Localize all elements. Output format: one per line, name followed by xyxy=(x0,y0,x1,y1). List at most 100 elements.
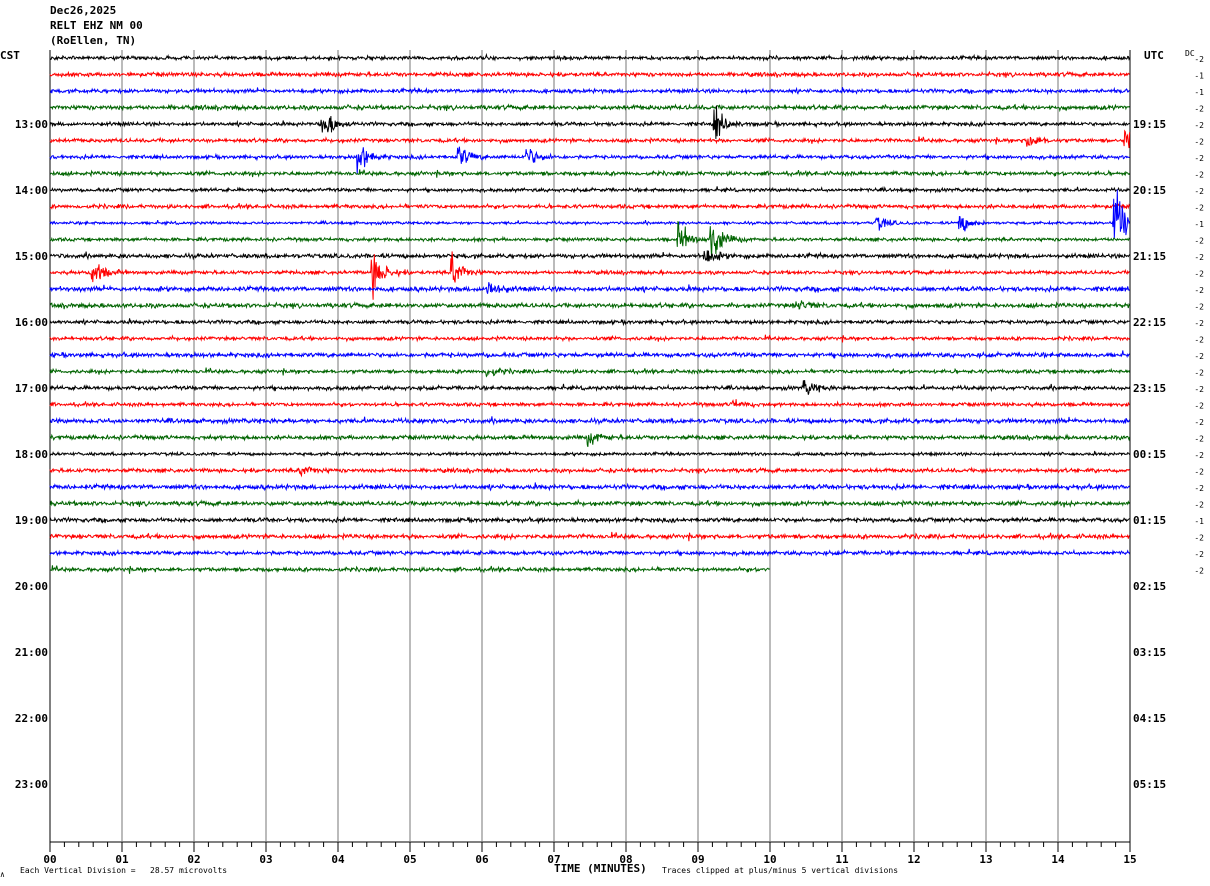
seismic-trace xyxy=(49,251,1130,300)
seismic-trace xyxy=(49,70,1130,79)
x-tick-label: 09 xyxy=(691,853,704,866)
seismic-trace xyxy=(49,350,1130,360)
cst-hour-label: 22:00 xyxy=(15,712,48,725)
utc-hour-label: 21:15 xyxy=(1133,250,1166,263)
dc-offset-label: -2 xyxy=(1194,550,1204,559)
seismic-trace xyxy=(49,105,1130,140)
seismic-trace xyxy=(49,433,1131,448)
seismic-trace xyxy=(49,380,1131,395)
seismic-trace xyxy=(49,548,1131,558)
dc-offset-label: -2 xyxy=(1194,319,1204,328)
x-tick-label: 07 xyxy=(547,853,560,866)
cst-hour-label: 16:00 xyxy=(15,316,48,329)
dc-offset-label: -2 xyxy=(1194,352,1204,361)
dc-offset-header: DC xyxy=(1185,49,1195,58)
x-tick-label: 06 xyxy=(475,853,489,866)
seismic-trace xyxy=(49,399,1130,409)
cst-hour-label: 23:00 xyxy=(15,778,48,791)
x-axis-title: TIME (MINUTES) xyxy=(554,862,647,875)
seismic-trace xyxy=(49,189,1131,239)
dc-offset-label: -2 xyxy=(1194,534,1204,543)
seismic-trace xyxy=(49,531,1130,542)
seismic-trace xyxy=(49,466,1130,478)
dc-offset-label: -2 xyxy=(1194,55,1204,64)
dc-offset-label: -1 xyxy=(1194,88,1204,97)
seismic-trace xyxy=(49,498,1131,509)
x-tick-label: 04 xyxy=(331,853,345,866)
dc-offset-label: -2 xyxy=(1194,468,1204,477)
utc-hour-label: 23:15 xyxy=(1133,382,1166,395)
x-tick-label: 08 xyxy=(619,853,632,866)
date-label: Dec26,2025 xyxy=(50,4,117,17)
dc-offset-label: -2 xyxy=(1194,286,1204,295)
dc-offset-label: -2 xyxy=(1194,121,1204,130)
seismic-trace xyxy=(49,416,1131,426)
utc-hour-label: 04:15 xyxy=(1133,712,1166,725)
x-tick-label: 13 xyxy=(979,853,992,866)
seismic-trace xyxy=(49,300,1131,311)
dc-offset-label: -1 xyxy=(1194,517,1204,526)
dc-offset-label: -1 xyxy=(1194,220,1204,229)
x-tick-label: 10 xyxy=(763,853,776,866)
clip-note: Traces clipped at plus/minus 5 vertical … xyxy=(662,866,899,875)
dc-offset-label: -2 xyxy=(1194,204,1204,213)
utc-hour-label: 20:15 xyxy=(1133,184,1166,197)
seismic-trace xyxy=(49,282,1130,294)
seismic-trace xyxy=(49,146,1130,175)
dc-offset-label: -2 xyxy=(1194,402,1204,411)
cst-hour-label: 18:00 xyxy=(15,448,48,461)
utc-hour-label: 01:15 xyxy=(1133,514,1166,527)
dc-offset-label: -2 xyxy=(1194,187,1204,196)
x-tick-label: 03 xyxy=(259,853,272,866)
dc-offset-label: -2 xyxy=(1194,138,1204,147)
dc-offset-label: -2 xyxy=(1194,336,1204,345)
seismic-trace xyxy=(49,367,1131,378)
dc-offset-label: -2 xyxy=(1194,154,1204,163)
seismic-trace xyxy=(49,103,1130,113)
seismic-trace xyxy=(49,450,1131,458)
dc-offset-label: -2 xyxy=(1194,418,1204,427)
x-tick-label: 00 xyxy=(43,853,56,866)
right-timezone-label: UTC xyxy=(1144,49,1164,62)
seismic-trace xyxy=(49,169,1131,178)
dc-offset-label: -2 xyxy=(1194,484,1204,493)
dc-offset-label: -2 xyxy=(1194,303,1204,312)
seismic-trace xyxy=(49,202,1131,211)
left-timezone-label: CST xyxy=(0,49,20,62)
cst-hour-label: 13:00 xyxy=(15,118,48,131)
dc-offset-label: -2 xyxy=(1194,270,1204,279)
utc-hour-label: 05:15 xyxy=(1133,778,1166,791)
dc-offset-label: -2 xyxy=(1194,501,1204,510)
dc-offset-label: -2 xyxy=(1194,385,1204,394)
x-tick-label: 01 xyxy=(115,853,129,866)
cst-hour-label: 15:00 xyxy=(15,250,48,263)
seismic-trace xyxy=(49,482,1131,492)
seismic-trace xyxy=(49,52,1131,62)
dc-offset-label: -2 xyxy=(1194,567,1204,576)
utc-hour-label: 00:15 xyxy=(1133,448,1166,461)
x-tick-label: 05 xyxy=(403,853,416,866)
location-label: (RoEllen, TN) xyxy=(50,34,137,47)
dc-offset-label: -2 xyxy=(1194,451,1204,460)
corner-mark: ∧ xyxy=(0,870,5,879)
utc-hour-label: 19:15 xyxy=(1133,118,1166,131)
x-tick-label: 14 xyxy=(1051,853,1065,866)
x-tick-label: 12 xyxy=(907,853,920,866)
seismic-trace xyxy=(49,86,1130,96)
dc-offset-label: -2 xyxy=(1194,369,1204,378)
seismic-trace xyxy=(49,221,1131,259)
seismic-trace xyxy=(49,185,1130,194)
utc-hour-label: 22:15 xyxy=(1133,316,1166,329)
dc-offset-label: -2 xyxy=(1194,105,1204,114)
x-tick-label: 15 xyxy=(1123,853,1136,866)
utc-hour-label: 02:15 xyxy=(1133,580,1166,593)
dc-offset-label: -2 xyxy=(1194,171,1204,180)
seismic-trace xyxy=(49,334,1131,343)
cst-hour-label: 20:00 xyxy=(15,580,48,593)
seismic-trace xyxy=(49,565,771,574)
scale-note: Each Vertical Division = 28.57 microvolt… xyxy=(20,866,228,875)
dc-offset-label: -2 xyxy=(1194,435,1204,444)
cst-hour-label: 19:00 xyxy=(15,514,48,527)
seismic-trace xyxy=(49,129,1131,149)
